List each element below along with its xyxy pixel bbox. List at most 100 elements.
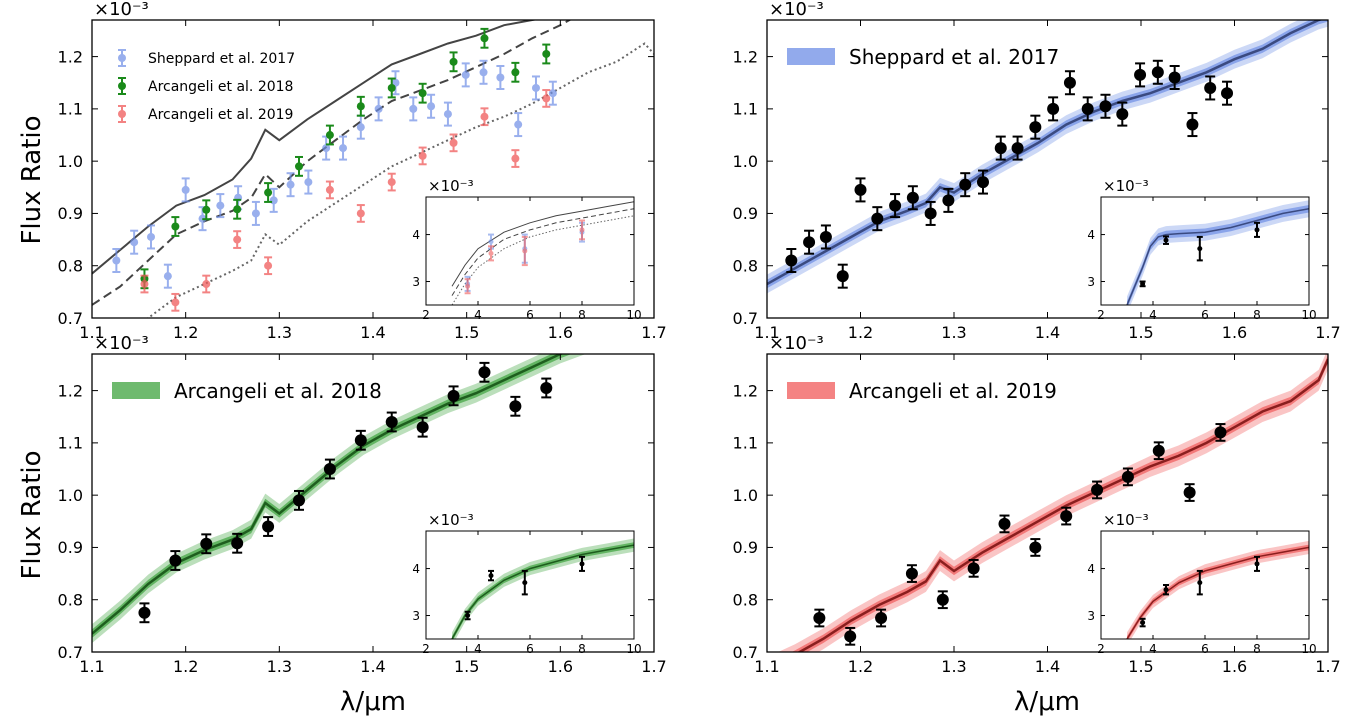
inset-ytick-label: 4	[412, 228, 420, 242]
main-xtick-label: 1.6	[548, 657, 573, 676]
data-point	[200, 537, 213, 550]
data-point	[356, 102, 365, 111]
data-point	[387, 178, 396, 187]
inset-point	[579, 227, 585, 233]
data-point	[233, 235, 242, 244]
inset-point	[579, 561, 585, 567]
data-point	[785, 254, 798, 267]
model-dotted-line	[146, 42, 654, 318]
model-band-inner	[767, 20, 1328, 289]
data-point	[994, 142, 1007, 155]
inset-model-line	[1126, 207, 1309, 305]
main-xtick-label: 1.3	[267, 323, 292, 342]
data-point	[854, 183, 867, 196]
main-xtick-label: 1.4	[1035, 323, 1060, 342]
inset-ytick-label: 4	[1087, 228, 1095, 242]
legend: Sheppard et al. 2017	[787, 45, 1059, 69]
inset-point-group	[464, 278, 471, 295]
data-point	[356, 123, 365, 132]
main-frame	[766, 19, 1329, 319]
panel-bottom-left: Arcangeli et al. 2018 1.1 1.2 1.3 1.4 1.5 1.6 1…	[58, 333, 667, 676]
data-point	[356, 209, 365, 218]
data-point	[374, 104, 383, 113]
main-xtick-label: 1.2	[173, 323, 198, 342]
data-point	[233, 205, 242, 214]
plot-area	[92, 20, 654, 318]
inset-xtick-label: 2	[422, 308, 430, 322]
data-point	[1168, 71, 1181, 84]
main-xtick-label: 1.7	[1315, 657, 1340, 676]
inset-xtick-label: 10	[1301, 308, 1316, 322]
inset-xtick-label: 2	[1097, 308, 1105, 322]
data-point	[339, 144, 348, 153]
inset-band-inner	[452, 542, 634, 639]
inset-point	[1163, 587, 1169, 593]
plot-area	[778, 354, 1328, 652]
inset-exponent: ×10⁻³	[428, 177, 474, 195]
legend-label: Arcangeli et al. 2019	[148, 107, 293, 123]
data-point	[514, 120, 523, 129]
inset-point-group	[579, 219, 585, 241]
main-ytick-label: 0.9	[733, 204, 758, 223]
main-ytick-label: 1.0	[58, 152, 83, 171]
data-point	[959, 178, 972, 191]
inset-ytick-label: 3	[1087, 275, 1095, 289]
main-ytick-label: 1.1	[733, 434, 758, 453]
inset-plot-area	[1126, 540, 1309, 639]
data-point	[905, 567, 918, 580]
data-point	[1214, 426, 1227, 439]
main-xtick-label: 1.2	[848, 657, 873, 676]
data-point	[449, 138, 458, 147]
data-point	[542, 94, 551, 103]
main-ytick-label: 0.9	[733, 538, 758, 557]
data-point	[427, 102, 436, 111]
model-band-inner	[791, 355, 1328, 652]
data-point	[1204, 81, 1217, 94]
legend-dot	[118, 54, 126, 62]
panel-top-left: Sheppard et al. 2017 Arcangeli et al. 201…	[58, 0, 667, 342]
main-xtick-label: 1.1	[79, 323, 104, 342]
data-point	[936, 593, 949, 606]
inset-point	[465, 613, 471, 619]
inset-xtick-label: 4	[474, 642, 482, 656]
inset-xtick-label: 2	[422, 642, 430, 656]
main-xtick-label: 1.3	[267, 657, 292, 676]
main-exponent: ×10⁻³	[769, 0, 824, 20]
data-point	[1063, 76, 1076, 89]
main-xtick-label: 1.5	[1128, 657, 1153, 676]
data-point	[231, 537, 244, 550]
ylabel-bottom: Flux Ratio	[17, 450, 47, 579]
main-xtick-label: 1.7	[1315, 323, 1340, 342]
main-ytick-label: 0.7	[733, 643, 758, 662]
main-ytick-label: 1.0	[58, 486, 83, 505]
model-dashed-line	[92, 20, 572, 306]
data-point	[1186, 118, 1199, 131]
data-point	[479, 68, 488, 77]
data-point	[875, 612, 888, 625]
data-point	[387, 83, 396, 92]
inset-exponent: ×10⁻³	[1103, 511, 1149, 529]
inset-point	[488, 250, 494, 256]
main-xtick-label: 1.5	[454, 323, 479, 342]
main-ytick-label: 1.2	[733, 47, 758, 66]
inset-point	[1163, 237, 1169, 243]
data-point	[251, 209, 260, 218]
inset-band-inner	[1127, 205, 1309, 305]
data-point	[889, 199, 902, 212]
legend-swatch	[787, 382, 835, 399]
main-xtick-label: 1.6	[548, 323, 573, 342]
data-point	[325, 185, 334, 194]
data-point	[304, 178, 313, 187]
inset-xtick-label: 6	[1201, 308, 1209, 322]
main-xtick-label: 1.6	[1222, 323, 1247, 342]
legend-label: Arcangeli et al. 2018	[174, 379, 382, 403]
data-point	[1151, 66, 1164, 79]
data-point	[1116, 108, 1129, 121]
data-point	[1134, 68, 1147, 81]
data-point	[1081, 102, 1094, 115]
main-ytick-label: 0.8	[733, 256, 758, 275]
inset-point	[1140, 281, 1146, 287]
inset-background	[426, 197, 634, 305]
data-point	[1183, 486, 1196, 499]
